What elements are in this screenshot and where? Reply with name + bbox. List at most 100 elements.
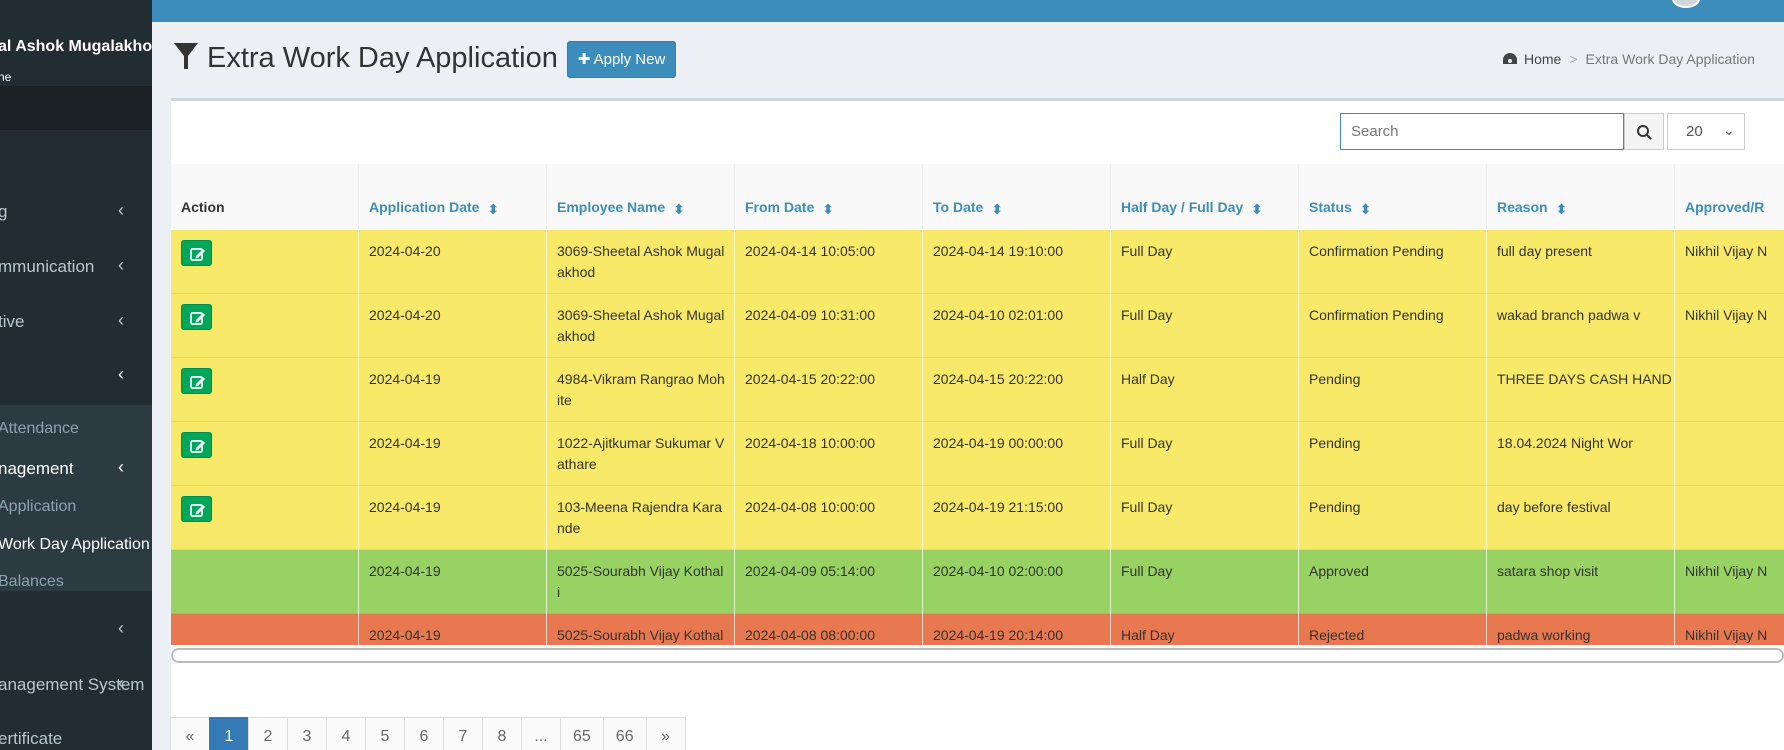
- employee-name-line: 3069-Sheetal Ashok Mugal: [557, 243, 725, 259]
- pagination-page[interactable]: 5: [365, 717, 405, 750]
- pagination-page[interactable]: 7: [443, 717, 483, 750]
- to-date-cell-text: 2024-04-19 21:15:00: [933, 499, 1063, 515]
- edit-button[interactable]: [181, 496, 212, 522]
- status-cell-text: Approved: [1309, 563, 1369, 579]
- search-icon: [1637, 125, 1652, 140]
- chevron-left-icon: ‹: [118, 618, 124, 638]
- pagination-page[interactable]: 66: [602, 717, 647, 750]
- application-date-cell: 2024-04-19: [359, 358, 547, 422]
- sort-icon: ⬍: [1555, 201, 1568, 217]
- column-header-employee-name[interactable]: Employee Name ⬍: [547, 164, 735, 230]
- sidebar-item-3[interactable]: tive ‹: [0, 302, 152, 342]
- to-date-cell-text: 2024-04-14 19:10:00: [933, 243, 1063, 259]
- status-cell-text: Pending: [1309, 435, 1361, 451]
- from-date-cell: 2024-04-18 10:00:00: [735, 422, 923, 486]
- pagination: «1 2 3 4 5 6 7 8... 65 66»: [170, 717, 686, 750]
- pagination-page[interactable]: 2: [248, 717, 288, 750]
- edit-icon: [190, 248, 205, 261]
- status-cell: Pending: [1299, 422, 1487, 486]
- status-cell: Pending: [1299, 486, 1487, 550]
- column-header-half-full-day[interactable]: Half Day / Full Day ⬍: [1111, 164, 1299, 230]
- sort-icon: ⬍: [1359, 201, 1372, 217]
- day-type-cell-text: Full Day: [1121, 499, 1173, 515]
- application-date-cell-text: 2024-04-19: [369, 435, 441, 451]
- from-date-cell: 2024-04-08 10:00:00: [735, 486, 923, 550]
- edit-button[interactable]: [181, 432, 212, 458]
- edit-button[interactable]: [181, 240, 212, 266]
- employee-name-line: 5025-Sourabh Vijay Kothal: [557, 563, 724, 579]
- sidebar-item-4[interactable]: ‹: [0, 356, 152, 396]
- scrollbar-thumb[interactable]: [171, 648, 1784, 663]
- apply-new-button[interactable]: ✚ Apply New: [567, 41, 676, 78]
- column-header-approved-rejected[interactable]: Approved/R: [1675, 164, 1784, 230]
- edit-button[interactable]: [181, 368, 212, 394]
- column-header-from-date[interactable]: From Date ⬍: [735, 164, 923, 230]
- reason-cell: wakad branch padwa v: [1487, 294, 1675, 358]
- search-input[interactable]: [1340, 113, 1624, 150]
- sidebar-item-extra-work-day-application[interactable]: Work Day Application: [0, 528, 152, 564]
- status-cell: Pending: [1299, 358, 1487, 422]
- to-date-cell-text: 2024-04-19 00:00:00: [933, 435, 1063, 451]
- action-cell: [171, 550, 359, 614]
- column-header-application-date[interactable]: Application Date ⬍: [359, 164, 547, 230]
- sidebar-item-application[interactable]: Application: [0, 490, 152, 526]
- column-header-to-date[interactable]: To Date ⬍: [923, 164, 1111, 230]
- sidebar-item-label: Balances: [0, 573, 64, 590]
- employee-name-text: 3069-Sheetal Ashok Mugal akhod: [557, 241, 724, 283]
- sidebar-item-management[interactable]: nagement ‹: [0, 449, 152, 489]
- reason-cell: THREE DAYS CASH HAND: [1487, 358, 1675, 422]
- edit-icon: [190, 440, 205, 453]
- approved-by-cell: Nikhil Vijay N: [1675, 614, 1784, 645]
- to-date-cell: 2024-04-19 20:14:00: [923, 614, 1111, 645]
- dashboard-icon: [1503, 53, 1517, 64]
- breadcrumb-home[interactable]: Home: [1524, 51, 1562, 67]
- chevron-down-icon: ‹: [118, 364, 124, 384]
- employee-name-cell: 5025-Sourabh Vijay Kothal i: [547, 550, 735, 614]
- pagination-page[interactable]: 4: [326, 717, 366, 750]
- pagination-next[interactable]: »: [645, 717, 686, 750]
- from-date-cell-text: 2024-04-08 10:00:00: [745, 499, 875, 515]
- day-type-cell: Full Day: [1111, 422, 1299, 486]
- breadcrumb-separator: >: [1569, 51, 1578, 67]
- per-page-select[interactable]: 20 ⌄: [1667, 113, 1745, 150]
- pagination-page[interactable]: 3: [287, 717, 327, 750]
- column-header-action: Action: [171, 164, 359, 230]
- pagination-page[interactable]: 6: [404, 717, 444, 750]
- pagination-page[interactable]: 1: [209, 717, 249, 750]
- pagination-page[interactable]: 65: [560, 717, 604, 750]
- pagination-page[interactable]: 8: [482, 717, 522, 750]
- reason-cell-text: padwa working: [1497, 627, 1591, 643]
- table-row: 2024-04-19 103-Meena Rajendra Kara nde 2024…: [171, 486, 1784, 550]
- sidebar-item-1[interactable]: g ‹: [0, 192, 152, 232]
- table-header: Action Application Date ⬍ Employee Name ⬍ …: [171, 164, 1784, 230]
- status-cell-text: Confirmation Pending: [1309, 243, 1444, 259]
- employee-name-text: 3069-Sheetal Ashok Mugal akhod: [557, 305, 724, 347]
- from-date-cell-text: 2024-04-15 20:22:00: [745, 371, 875, 387]
- employee-name-line: 4984-Vikram Rangrao Moh: [557, 371, 725, 387]
- day-type-cell-text: Full Day: [1121, 307, 1173, 323]
- sidebar-search[interactable]: [0, 86, 152, 130]
- pagination-prev[interactable]: «: [170, 717, 210, 750]
- sidebar-user-panel: [0, 22, 152, 86]
- from-date-cell-text: 2024-04-14 10:05:00: [745, 243, 875, 259]
- horizontal-scrollbar[interactable]: [171, 645, 1784, 667]
- sidebar-item-communication[interactable]: mmunication ‹: [0, 247, 152, 287]
- sidebar-item-10[interactable]: ‹: [0, 610, 152, 650]
- application-date-cell-text: 2024-04-19: [369, 563, 441, 579]
- column-header-reason[interactable]: Reason ⬍: [1487, 164, 1675, 230]
- day-type-cell: Full Day: [1111, 486, 1299, 550]
- sidebar-item-management-system[interactable]: anagement System ‹: [0, 665, 152, 705]
- search-button[interactable]: [1624, 113, 1664, 150]
- edit-button[interactable]: [181, 304, 212, 330]
- reason-cell-text: day before festival: [1497, 499, 1611, 515]
- status-cell: Rejected: [1299, 614, 1487, 645]
- sidebar-item-attendance[interactable]: Attendance: [0, 412, 152, 448]
- employee-name-text: 5025-Sourabh Vijay Kothal: [557, 625, 723, 645]
- user-avatar[interactable]: [1672, 0, 1700, 8]
- chevron-down-icon: ‹: [118, 457, 124, 477]
- sidebar-item-balances[interactable]: Balances: [0, 565, 152, 601]
- day-type-cell: Half Day: [1111, 614, 1299, 645]
- column-header-status[interactable]: Status ⬍: [1299, 164, 1487, 230]
- sidebar-item-certificate[interactable]: ertificate: [0, 719, 152, 750]
- employee-name-line: 103-Meena Rajendra Kara: [557, 499, 722, 515]
